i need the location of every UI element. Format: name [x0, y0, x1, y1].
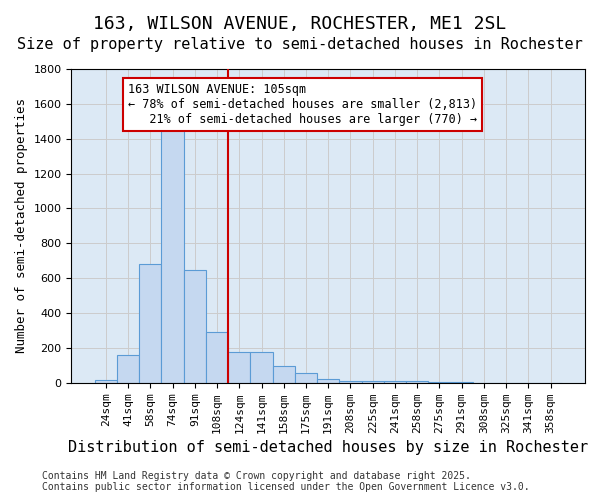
Bar: [117, 355, 139, 383]
Text: 163, WILSON AVENUE, ROCHESTER, ME1 2SL: 163, WILSON AVENUE, ROCHESTER, ME1 2SL: [94, 15, 506, 33]
Bar: [428, 382, 451, 383]
Bar: [139, 264, 161, 383]
Bar: [340, 380, 362, 383]
Text: Contains HM Land Registry data © Crown copyright and database right 2025.
Contai: Contains HM Land Registry data © Crown c…: [42, 471, 530, 492]
Bar: [384, 381, 406, 383]
Bar: [250, 352, 272, 383]
Text: 163 WILSON AVENUE: 105sqm
← 78% of semi-detached houses are smaller (2,813)
   2: 163 WILSON AVENUE: 105sqm ← 78% of semi-…: [128, 83, 477, 126]
Bar: [295, 373, 317, 383]
Bar: [206, 332, 228, 383]
Bar: [362, 381, 384, 383]
Bar: [406, 382, 428, 383]
Bar: [228, 352, 250, 383]
Bar: [451, 382, 473, 383]
Bar: [95, 380, 117, 383]
Bar: [272, 366, 295, 383]
Text: Size of property relative to semi-detached houses in Rochester: Size of property relative to semi-detach…: [17, 38, 583, 52]
Bar: [184, 270, 206, 383]
Bar: [161, 128, 184, 383]
Y-axis label: Number of semi-detached properties: Number of semi-detached properties: [15, 98, 28, 354]
X-axis label: Distribution of semi-detached houses by size in Rochester: Distribution of semi-detached houses by …: [68, 440, 588, 455]
Bar: [317, 380, 340, 383]
